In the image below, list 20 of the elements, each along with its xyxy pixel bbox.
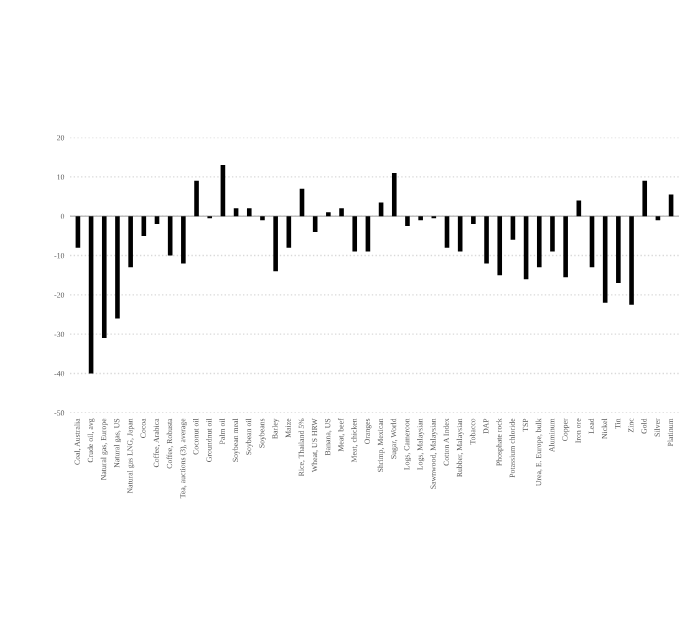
- bar: [629, 216, 634, 305]
- bar: [194, 180, 199, 217]
- bar: [352, 216, 358, 252]
- bar: [339, 208, 344, 217]
- bar: [115, 216, 120, 319]
- bar: [642, 180, 648, 217]
- bar: [405, 216, 410, 227]
- bar: [616, 216, 621, 284]
- bar: [181, 216, 186, 264]
- bar: [536, 216, 542, 268]
- bar: [128, 216, 133, 268]
- bar: [497, 216, 503, 276]
- bar: [563, 216, 568, 278]
- bar: [391, 172, 397, 217]
- bar: [101, 216, 107, 339]
- bar: [273, 216, 278, 272]
- bar: [484, 216, 489, 264]
- bar: [471, 216, 476, 225]
- bar: [550, 216, 555, 252]
- bar: [246, 208, 252, 217]
